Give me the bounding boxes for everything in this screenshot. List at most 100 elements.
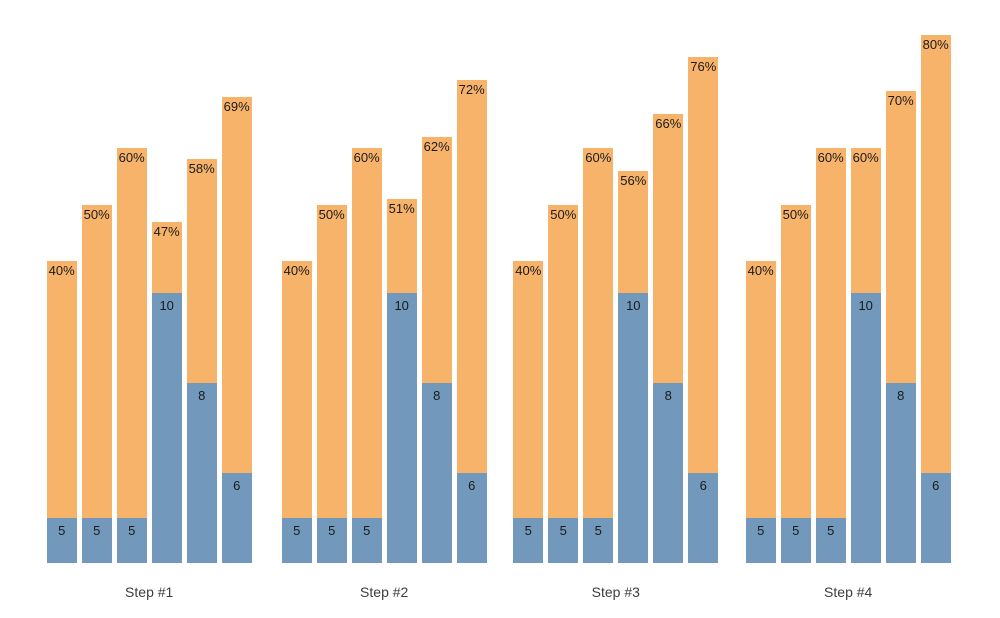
percent-label: 60% xyxy=(118,150,145,165)
value-label: 5 xyxy=(128,523,136,538)
group-label: Step #4 xyxy=(824,584,873,600)
value-label: 10 xyxy=(626,298,641,313)
value-segment xyxy=(281,518,312,563)
percent-label: 51% xyxy=(388,201,415,217)
value-segment xyxy=(583,518,614,563)
value-segment xyxy=(221,473,252,563)
percent-segment xyxy=(221,96,252,473)
percent-label: 80% xyxy=(922,36,949,52)
percent-segment xyxy=(618,170,649,293)
value-label: 5 xyxy=(328,523,336,538)
percent-segment xyxy=(885,91,916,383)
value-segment xyxy=(81,518,112,563)
value-segment xyxy=(386,293,417,563)
value-label: 6 xyxy=(233,478,241,493)
percent-segment xyxy=(46,261,77,518)
percent-segment xyxy=(151,221,182,293)
percent-label: 60% xyxy=(585,150,612,165)
percent-label: 50% xyxy=(782,206,809,222)
value-segment xyxy=(653,383,684,563)
percent-segment xyxy=(780,204,811,518)
percent-segment xyxy=(583,148,614,518)
percent-label: 50% xyxy=(83,206,110,222)
value-label: 5 xyxy=(93,523,101,538)
percent-segment xyxy=(745,261,776,518)
value-segment xyxy=(186,383,217,563)
percent-label: 62% xyxy=(423,138,450,154)
value-segment xyxy=(116,518,147,563)
value-label: 5 xyxy=(559,523,567,538)
percent-label: 40% xyxy=(515,263,542,279)
group-label: Step #2 xyxy=(360,584,409,600)
value-label: 5 xyxy=(293,523,301,538)
value-segment xyxy=(456,473,487,563)
value-label: 5 xyxy=(827,523,835,538)
value-label: 8 xyxy=(433,388,441,403)
value-segment xyxy=(421,383,452,563)
value-label: 6 xyxy=(699,478,707,493)
value-segment xyxy=(351,518,382,563)
value-segment xyxy=(513,518,544,563)
percent-label: 60% xyxy=(353,150,380,165)
value-label: 5 xyxy=(58,523,66,538)
value-segment xyxy=(618,293,649,563)
value-segment xyxy=(780,518,811,563)
percent-label: 60% xyxy=(852,150,879,165)
percent-segment xyxy=(513,261,544,518)
percent-label: 76% xyxy=(690,59,717,75)
percent-segment xyxy=(850,148,881,293)
value-segment xyxy=(46,518,77,563)
value-label: 10 xyxy=(858,298,873,313)
percent-segment xyxy=(281,261,312,518)
percent-segment xyxy=(81,204,112,518)
percent-label: 69% xyxy=(223,98,250,114)
percent-segment xyxy=(351,148,382,518)
value-label: 5 xyxy=(792,523,800,538)
value-label: 5 xyxy=(594,523,602,538)
percent-segment xyxy=(548,204,579,518)
value-label: 10 xyxy=(159,298,174,313)
value-segment xyxy=(151,293,182,563)
value-label: 5 xyxy=(524,523,532,538)
percent-segment xyxy=(456,79,487,473)
percent-label: 60% xyxy=(817,150,844,165)
value-label: 8 xyxy=(198,388,206,403)
group-label: Step #1 xyxy=(125,584,174,600)
value-label: 8 xyxy=(664,388,672,403)
percent-label: 50% xyxy=(318,206,345,222)
value-label: 6 xyxy=(932,478,940,493)
value-segment xyxy=(316,518,347,563)
value-segment xyxy=(688,473,719,563)
percent-label: 56% xyxy=(620,172,647,188)
value-label: 8 xyxy=(897,388,905,403)
percent-label: 66% xyxy=(655,115,682,131)
value-label: 6 xyxy=(468,478,476,493)
percent-segment xyxy=(421,136,452,383)
percent-label: 40% xyxy=(48,263,75,279)
value-segment xyxy=(850,293,881,563)
value-label: 5 xyxy=(757,523,765,538)
value-segment xyxy=(920,473,951,563)
percent-segment xyxy=(316,204,347,518)
percent-label: 40% xyxy=(283,263,310,279)
percent-segment xyxy=(815,148,846,518)
percent-segment xyxy=(116,148,147,518)
value-segment xyxy=(885,383,916,563)
group-label: Step #3 xyxy=(591,584,640,600)
percent-label: 58% xyxy=(188,161,215,177)
percent-label: 40% xyxy=(747,263,774,279)
percent-label: 72% xyxy=(458,81,485,97)
percent-segment xyxy=(920,34,951,473)
value-segment xyxy=(815,518,846,563)
value-label: 10 xyxy=(394,298,409,313)
percent-segment xyxy=(688,57,719,473)
percent-segment xyxy=(186,159,217,383)
value-segment xyxy=(745,518,776,563)
percent-segment xyxy=(653,113,684,383)
percent-label: 70% xyxy=(887,93,914,109)
percent-segment xyxy=(386,199,417,293)
percent-label: 50% xyxy=(550,206,577,222)
value-segment xyxy=(548,518,579,563)
percent-label: 47% xyxy=(153,223,180,239)
